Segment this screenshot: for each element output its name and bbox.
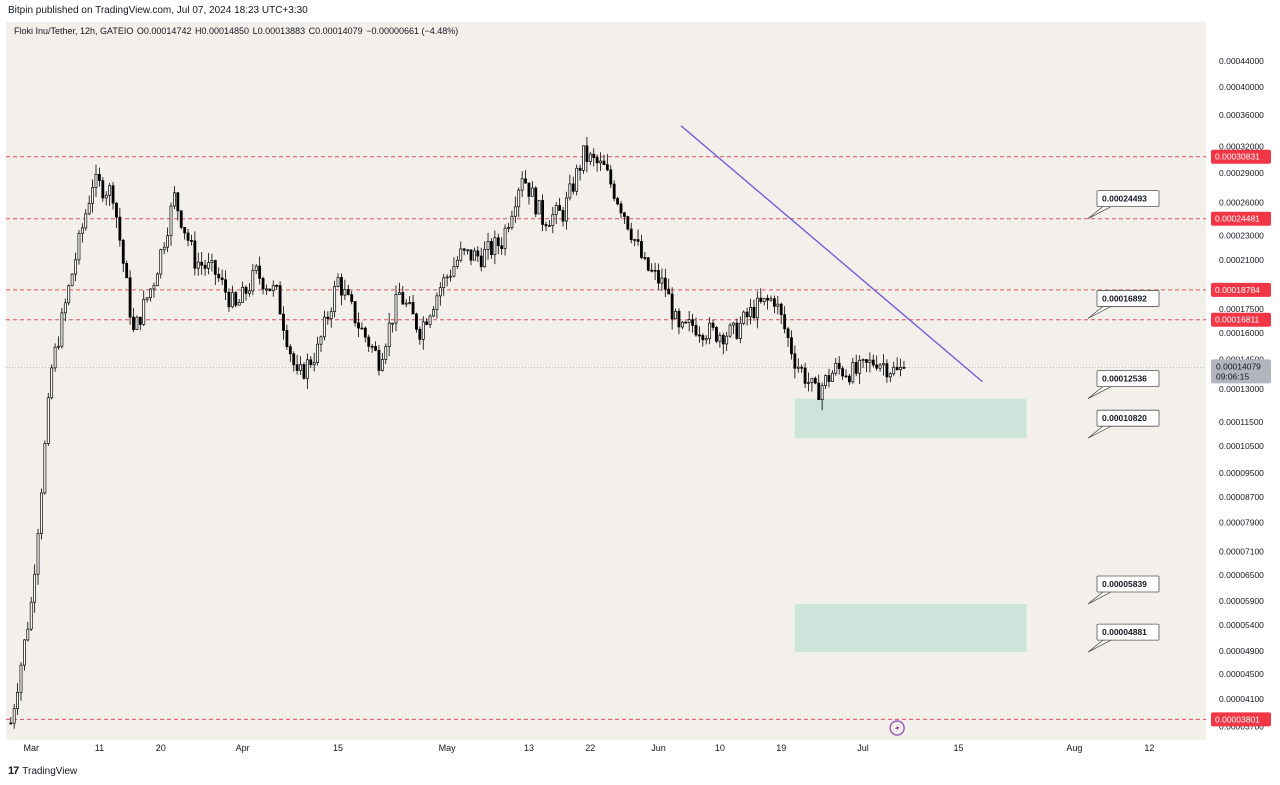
ohlc-high: H0.00014850 bbox=[194, 26, 250, 36]
symbol-legend: Floki Inu/Tether, 12h, GATEIO O0.0001474… bbox=[14, 26, 459, 36]
ohlc-close: C0.00014079 bbox=[308, 26, 363, 36]
footer-brand: 17 TradingView bbox=[8, 765, 77, 777]
ohlc-open: O0.00014742 bbox=[136, 26, 192, 36]
ohlc-change: −0.00000661 (−4.48%) bbox=[366, 26, 459, 36]
chart-frame[interactable] bbox=[6, 22, 1273, 757]
publish-info: Bitpin published on TradingView.com, Jul… bbox=[8, 5, 308, 16]
ohlc-low: L0.00013883 bbox=[252, 26, 306, 36]
brand-name: TradingView bbox=[22, 765, 78, 777]
symbol-name[interactable]: Floki Inu/Tether, 12h, GATEIO bbox=[14, 26, 134, 36]
currency-unit-button[interactable]: USDT bbox=[1213, 24, 1255, 42]
tradingview-logo-icon: 17 bbox=[8, 765, 19, 777]
